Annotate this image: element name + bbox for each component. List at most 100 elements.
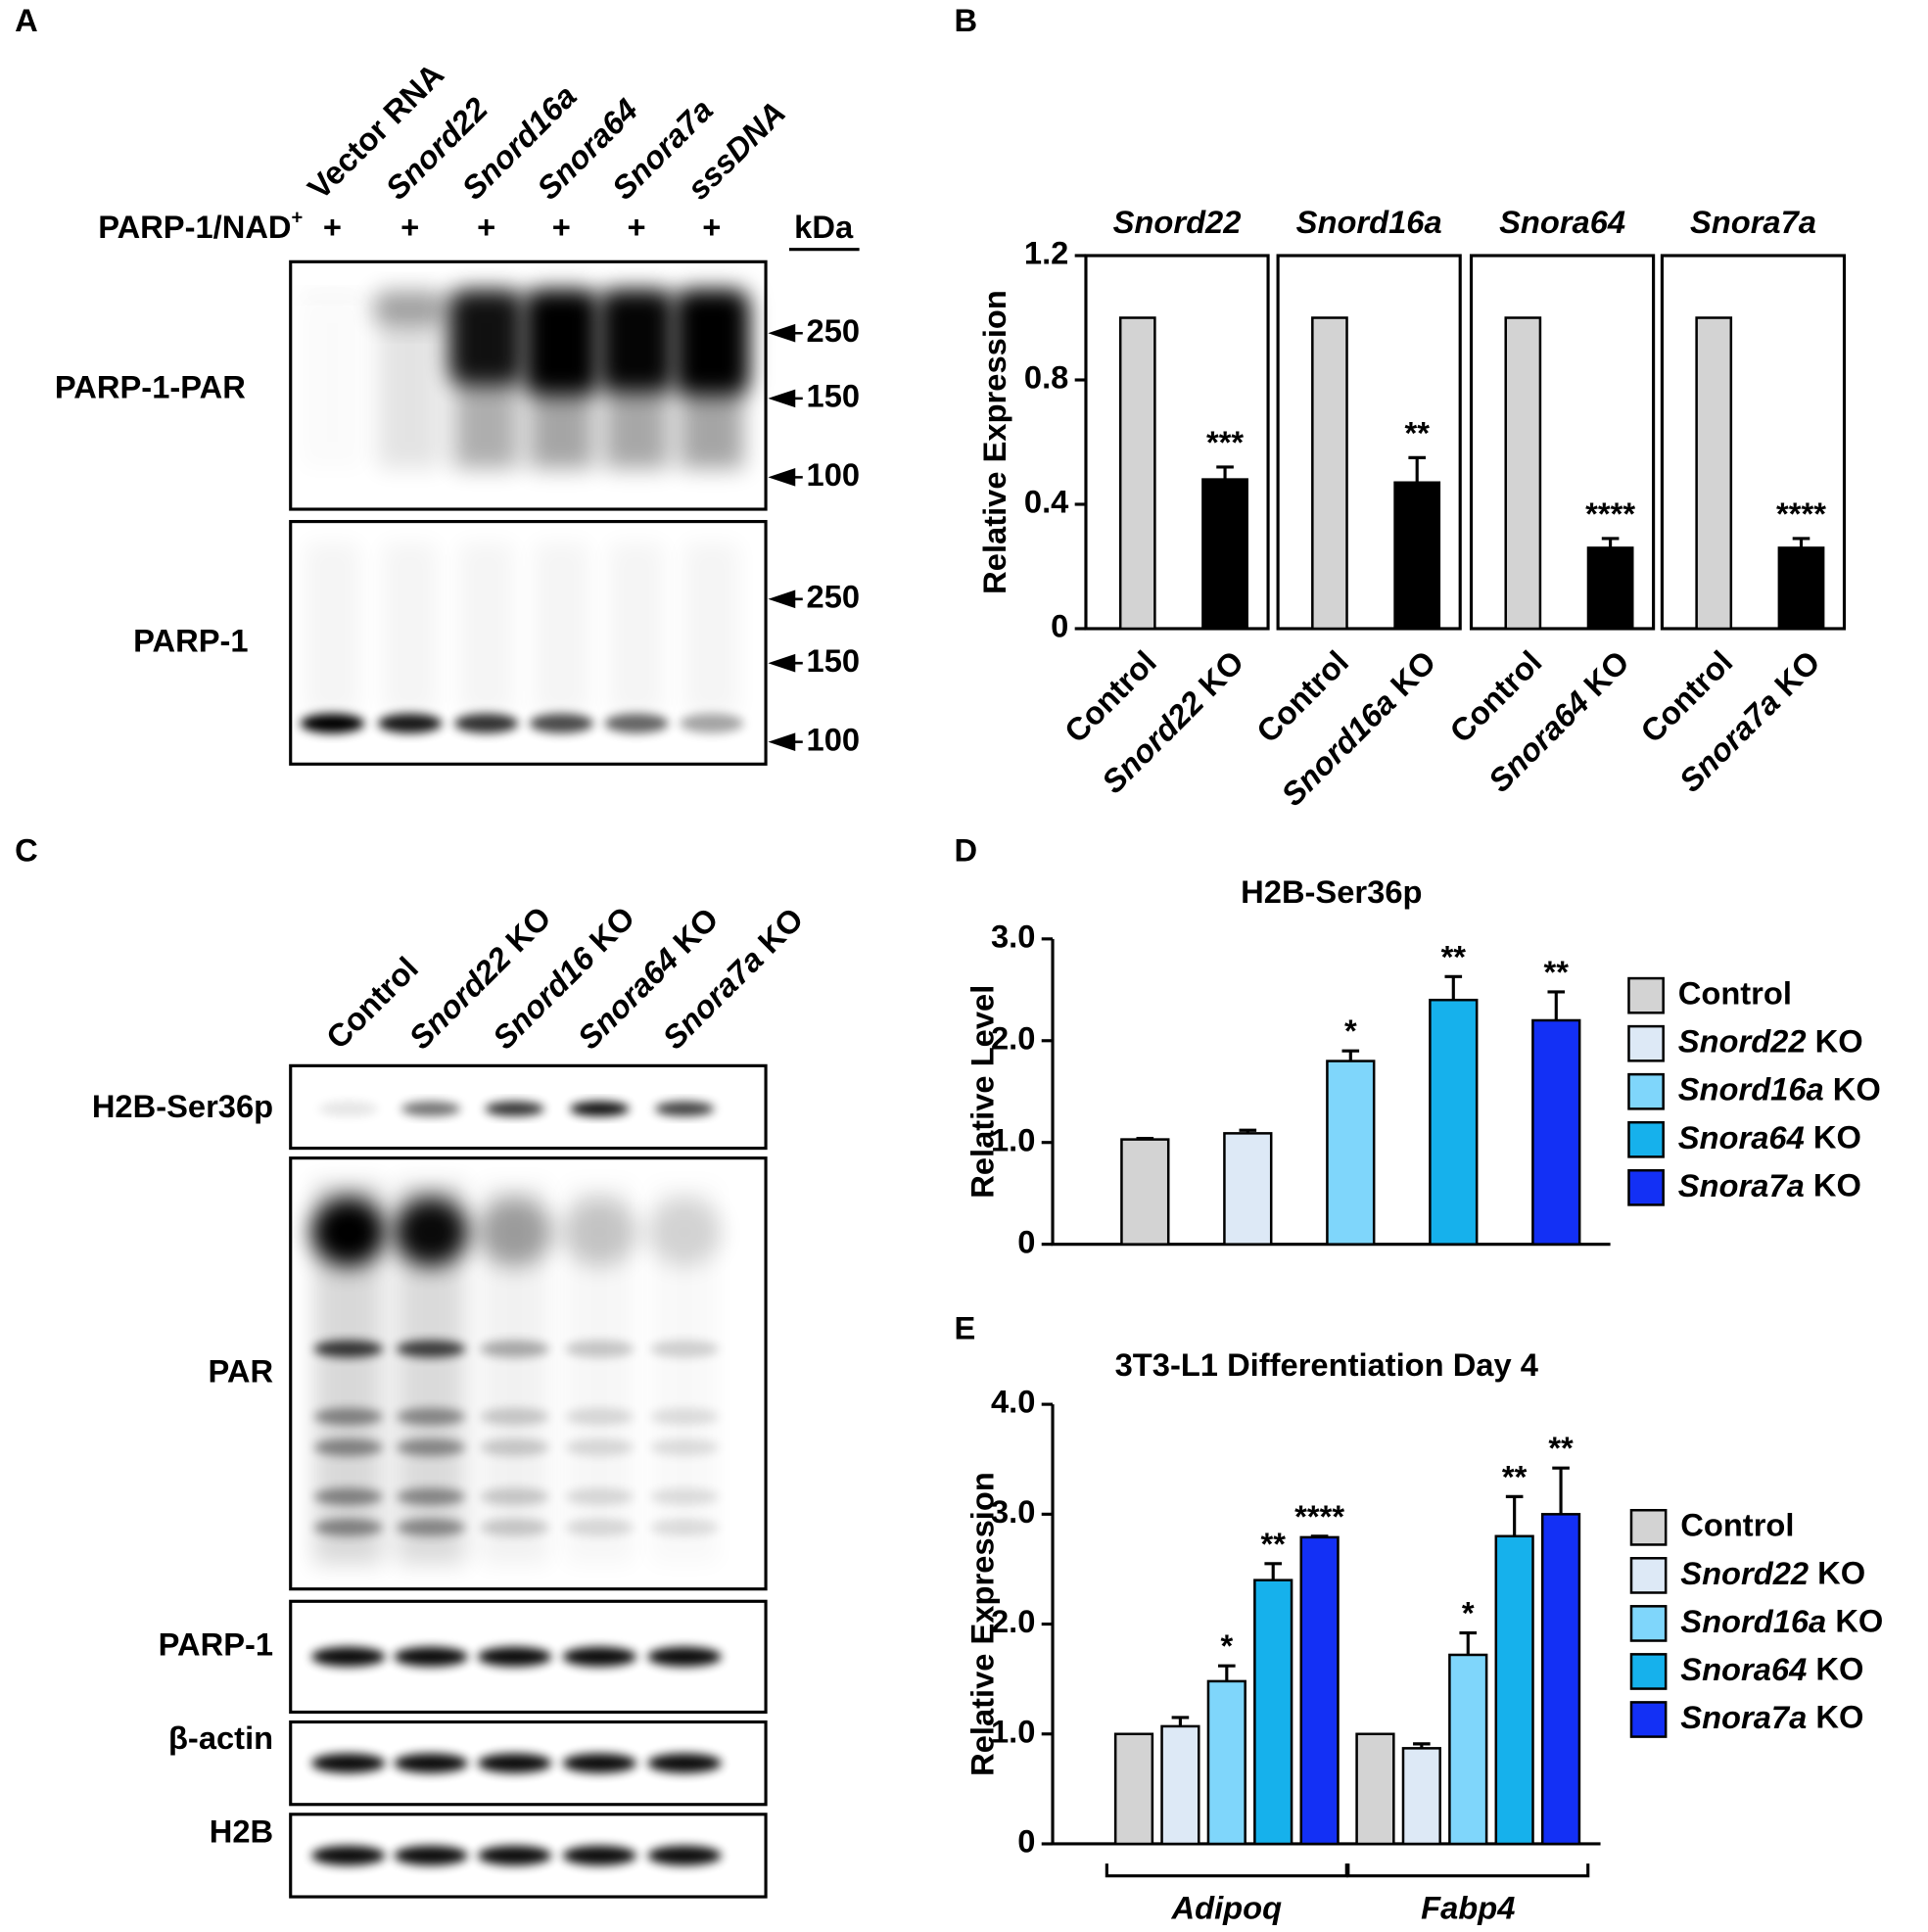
facet-title: Snord16a [1296, 204, 1442, 240]
blot-band [562, 1753, 637, 1773]
blot-band [529, 713, 594, 733]
legend-label: Snora7a KO [1680, 1699, 1863, 1735]
facet-frame [1660, 254, 1847, 631]
y-axis-title: Relative Expression [964, 1472, 1001, 1776]
marker-arrow [768, 589, 803, 609]
bar [1326, 1060, 1376, 1246]
facet-frame [1469, 254, 1656, 631]
row-label: PAR [209, 1352, 274, 1389]
blot-smear [396, 1182, 466, 1565]
significance: ** [1544, 954, 1570, 990]
blot-band [562, 1845, 637, 1865]
group-bracket [1346, 1863, 1590, 1878]
blot-band [378, 713, 443, 733]
error-bar [1310, 1534, 1329, 1538]
y-tick-label: 2.0 [991, 1019, 1035, 1056]
significance: ** [1548, 1430, 1574, 1466]
row-label: H2B-Ser36p [92, 1088, 273, 1124]
y-tick-label: 2.0 [991, 1603, 1035, 1639]
panel-label: B [954, 2, 977, 38]
blot-band [300, 713, 365, 733]
chart-title: H2B-Ser36p [1241, 873, 1422, 910]
facet-title: Snora64 [1499, 204, 1625, 240]
blot-smear [480, 1182, 549, 1565]
blot-band [453, 713, 519, 733]
legend-label: Snora7a KO [1678, 1166, 1861, 1202]
blot-smear [301, 297, 364, 469]
blot-band [394, 1753, 468, 1773]
y-tick-label: 1.2 [1024, 235, 1068, 271]
blot-smear [383, 542, 438, 716]
legend-label: Snord22 KO [1678, 1022, 1863, 1059]
chart-title: 3T3-L1 Differentiation Day 4 [1115, 1346, 1538, 1383]
significance: ** [1260, 1526, 1286, 1562]
treatment-mark: + [477, 209, 495, 245]
marker-label: 250 [807, 578, 861, 614]
error-bar [1792, 537, 1810, 548]
blot-band [311, 1646, 386, 1667]
blot-frame [289, 1063, 768, 1151]
error-bar [1264, 1562, 1283, 1580]
marker-arrow [768, 653, 803, 673]
marker-label: 100 [807, 721, 861, 757]
blot-band [311, 1845, 386, 1865]
bar [1223, 1132, 1273, 1246]
blot-smear [458, 542, 514, 716]
blot-smear [448, 290, 524, 386]
blot-band [649, 1519, 720, 1536]
marker-arrow [768, 468, 803, 487]
error-bar [1239, 1128, 1257, 1134]
bar [1429, 998, 1479, 1246]
error-bar [1547, 990, 1566, 1020]
blot-frame [289, 1156, 768, 1591]
blot-band [565, 1487, 635, 1506]
bar [1586, 546, 1634, 631]
significance: **** [1776, 495, 1826, 532]
y-tick-label: 0 [1051, 608, 1068, 644]
x-tick-label: Fabp4 [1421, 1890, 1515, 1926]
blot-frame [289, 1599, 768, 1715]
blot-smear [650, 1183, 719, 1565]
blot-band [565, 1407, 635, 1426]
blot-band [565, 1519, 635, 1536]
blot-band [477, 1753, 552, 1773]
bar [1540, 1513, 1581, 1846]
panel-label: D [954, 831, 977, 868]
blot-smear [524, 290, 599, 396]
bar [1355, 1732, 1395, 1846]
bar [1299, 1535, 1340, 1846]
treatment-mark: + [702, 209, 721, 245]
panel-label: A [15, 2, 38, 38]
facet-frame [1276, 254, 1462, 631]
blot-smear [565, 1183, 634, 1565]
blot-band [649, 1340, 720, 1358]
error-bar [1505, 1494, 1524, 1536]
blot-smear [675, 290, 749, 396]
legend-swatch [1629, 1508, 1668, 1546]
y-tick-label: 0.8 [1024, 359, 1068, 396]
blot-band [485, 1101, 544, 1116]
error-bar [1413, 1742, 1431, 1749]
treatment-label: PARP-1/NAD+ [98, 208, 303, 245]
blot-band [647, 1845, 722, 1865]
error-bar [1444, 974, 1463, 1001]
bar [1695, 316, 1733, 631]
bar [1120, 1138, 1170, 1246]
x-tick-label: Adipoq [1171, 1890, 1283, 1926]
blot-band [570, 1101, 630, 1116]
legend-label: Snord16a KO [1678, 1070, 1881, 1107]
y-tick-label: 0.4 [1024, 484, 1068, 520]
y-tick-label: 4.0 [991, 1384, 1035, 1420]
bar [1401, 1747, 1441, 1846]
blot-band [394, 1646, 468, 1667]
bar [1118, 316, 1156, 631]
error-bar [1171, 1716, 1190, 1726]
bar [1206, 1679, 1246, 1846]
blot-band [649, 1487, 720, 1506]
bar [1253, 1579, 1293, 1846]
lane-label: Snord22 KO [401, 899, 558, 1056]
legend-label: Snora64 KO [1680, 1651, 1863, 1687]
blot-smear [609, 542, 664, 716]
blot-frame [289, 1720, 768, 1807]
